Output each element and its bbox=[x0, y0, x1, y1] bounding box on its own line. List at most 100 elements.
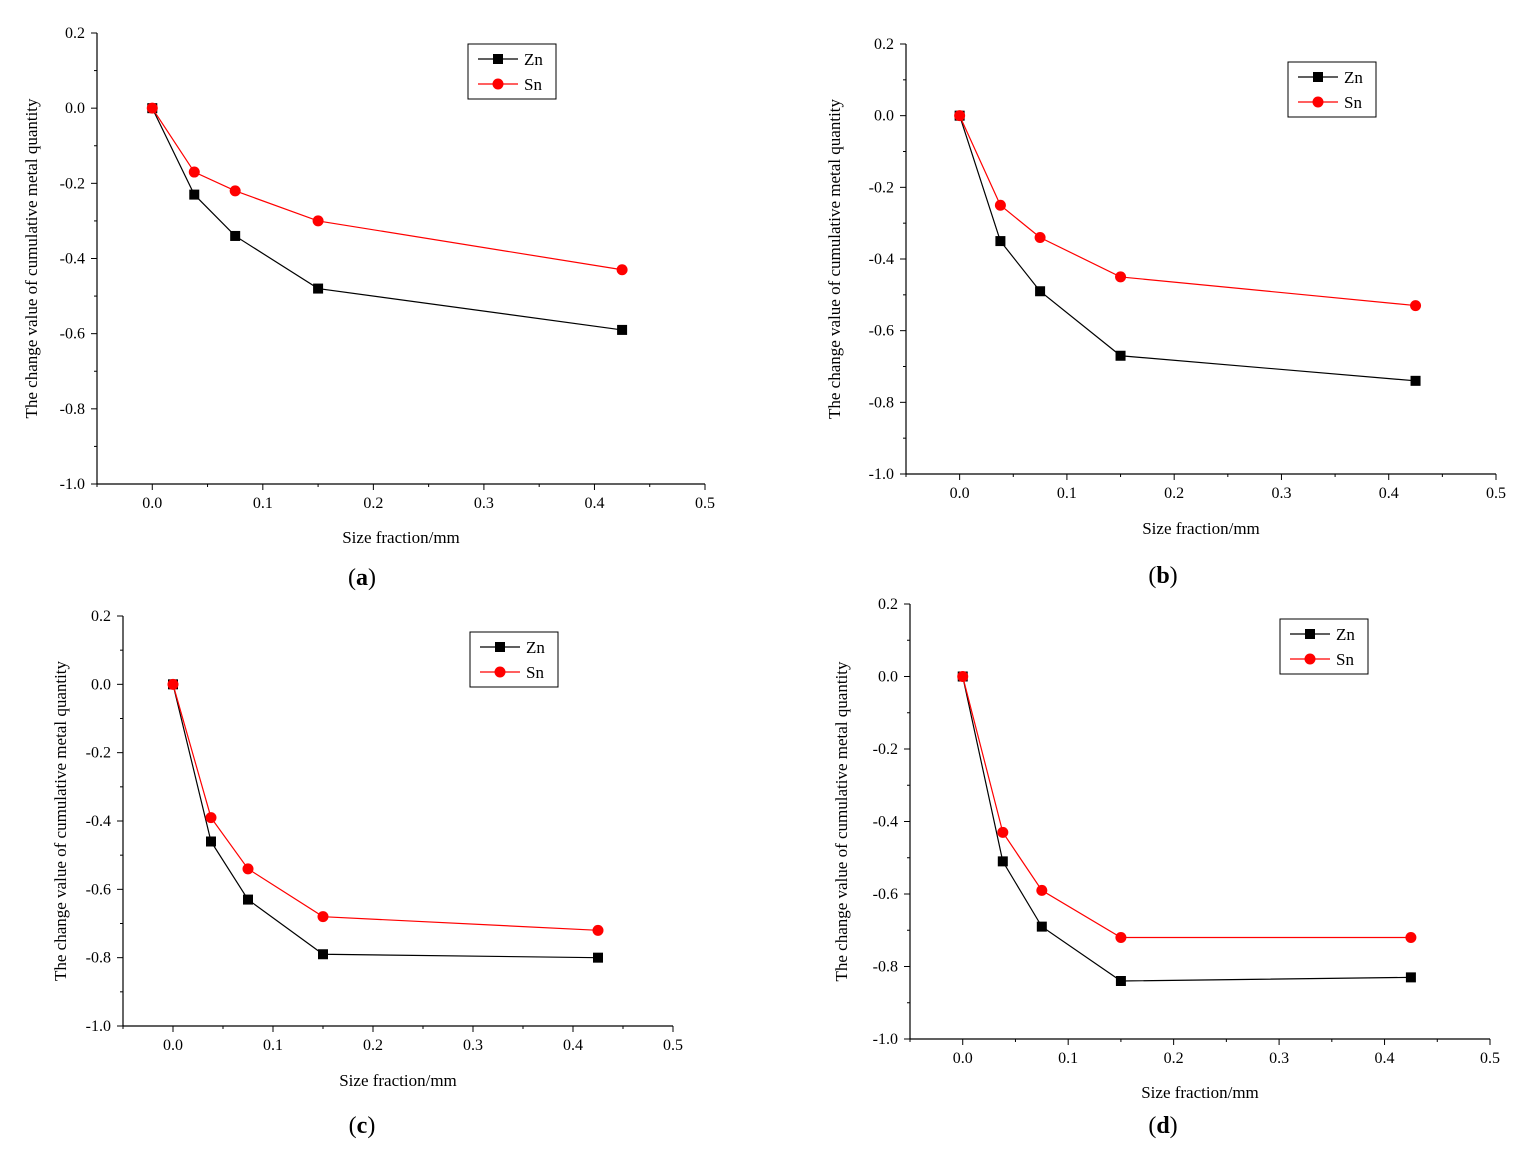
legend-box bbox=[467, 43, 557, 100]
y-tick-label: -0.8 bbox=[869, 394, 894, 411]
legend-label-sn: Sn bbox=[1344, 93, 1362, 112]
x-tick-label: 0.5 bbox=[695, 495, 715, 512]
y-tick-label: -0.2 bbox=[869, 179, 894, 196]
series-line-zn bbox=[959, 115, 1416, 382]
data-point-zn bbox=[997, 856, 1008, 867]
data-point-sn bbox=[146, 102, 158, 114]
y-tick-label: -0.2 bbox=[873, 741, 898, 758]
x-tick-label: 0.4 bbox=[584, 495, 604, 512]
legend: Zn Sn bbox=[467, 43, 557, 100]
legend-marker-sn bbox=[1312, 96, 1324, 108]
x-tick-label: 0.0 bbox=[163, 1037, 183, 1054]
x-tick-label: 0.1 bbox=[1058, 1050, 1078, 1067]
x-axis-label: Size fraction/mm bbox=[339, 1071, 457, 1090]
data-point-zn bbox=[318, 949, 328, 960]
data-point-sn bbox=[1034, 232, 1046, 243]
legend: Zn Sn bbox=[1279, 618, 1369, 675]
legend-label-zn: Zn bbox=[1336, 625, 1355, 644]
data-point-sn bbox=[1036, 884, 1048, 896]
x-tick-label: 0.5 bbox=[663, 1037, 683, 1054]
data-point-zn bbox=[1405, 972, 1416, 983]
x-tick-label: 0.1 bbox=[253, 495, 273, 512]
data-point-zn bbox=[230, 230, 241, 241]
y-tick-label: 0.0 bbox=[91, 676, 111, 693]
y-tick-label: -0.4 bbox=[60, 251, 85, 268]
y-tick-label: 0.0 bbox=[874, 108, 894, 125]
data-point-sn bbox=[592, 924, 604, 936]
y-tick-label: -0.6 bbox=[60, 326, 85, 343]
y-tick-label: -0.6 bbox=[86, 881, 111, 898]
data-point-zn bbox=[243, 894, 253, 905]
series-line-sn bbox=[172, 684, 599, 931]
y-tick-label: 0.2 bbox=[65, 25, 85, 42]
y-tick-label: -1.0 bbox=[86, 1018, 111, 1035]
y-tick-label: -0.4 bbox=[873, 814, 898, 831]
x-tick-label: 0.3 bbox=[1271, 485, 1291, 502]
legend-label-zn: Zn bbox=[1344, 68, 1363, 87]
y-tick-label: -0.4 bbox=[86, 813, 111, 830]
data-point-sn bbox=[997, 826, 1009, 838]
chart-panel-a: -1.0 -0.8 -0.6 -0.4 -0.2 0.0 0.2 0.0 0.1 0.2 0.3 0.… bbox=[22, 25, 715, 591]
legend-label-sn: Sn bbox=[524, 75, 542, 94]
data-point-sn bbox=[1115, 932, 1127, 943]
x-tick-label: 0.2 bbox=[363, 1037, 383, 1054]
x-tick-label: 0.4 bbox=[563, 1037, 583, 1054]
y-tick-label: 0.2 bbox=[91, 608, 111, 625]
legend-marker-zn bbox=[495, 642, 505, 652]
data-point-zn bbox=[593, 952, 603, 963]
legend-box bbox=[1279, 618, 1369, 675]
series-line-zn bbox=[962, 676, 1411, 982]
legend: Zn Sn bbox=[469, 631, 559, 688]
data-point-zn bbox=[1035, 286, 1046, 297]
legend-label-zn: Zn bbox=[526, 638, 545, 657]
legend-box bbox=[469, 631, 559, 688]
panel-caption: (c) bbox=[349, 1113, 376, 1139]
y-tick-label: -0.6 bbox=[873, 886, 898, 903]
x-tick-label: 0.1 bbox=[263, 1037, 283, 1054]
panel-caption: (d) bbox=[1148, 1113, 1177, 1139]
y-tick-label: 0.2 bbox=[878, 596, 898, 613]
y-axis-label: The change value of cumulative metal qua… bbox=[832, 661, 851, 982]
y-tick-label: -0.8 bbox=[873, 959, 898, 976]
data-point-zn bbox=[1115, 976, 1126, 986]
legend-marker-sn bbox=[1304, 653, 1316, 665]
data-point-zn bbox=[617, 324, 628, 335]
legend: Zn Sn bbox=[1287, 61, 1377, 118]
y-tick-label: -1.0 bbox=[60, 476, 85, 493]
data-point-sn bbox=[1115, 271, 1127, 283]
x-tick-label: 0.4 bbox=[1375, 1050, 1395, 1067]
data-point-sn bbox=[229, 185, 241, 197]
y-tick-label: -1.0 bbox=[869, 466, 894, 483]
x-axis-label: Size fraction/mm bbox=[1142, 519, 1260, 538]
y-tick-label: 0.2 bbox=[874, 36, 894, 53]
data-point-zn bbox=[1036, 921, 1047, 932]
data-point-zn bbox=[1115, 350, 1126, 361]
y-tick-label: 0.0 bbox=[878, 669, 898, 686]
legend-box bbox=[1287, 61, 1377, 118]
y-axis-label: The change value of cumulative metal qua… bbox=[51, 660, 70, 981]
x-tick-label: 0.0 bbox=[953, 1050, 973, 1067]
x-tick-label: 0.2 bbox=[1164, 1050, 1184, 1067]
x-tick-label: 0.1 bbox=[1057, 485, 1077, 502]
chart-panel-c: -1.0 -0.8 -0.6 -0.4 -0.2 0.0 0.2 0.0 0.1 0.2 0.3 0.… bbox=[51, 608, 683, 1139]
data-point-sn bbox=[957, 671, 969, 682]
x-tick-label: 0.5 bbox=[1486, 485, 1506, 502]
y-tick-label: -0.4 bbox=[869, 251, 894, 268]
panel-caption: (a) bbox=[348, 565, 376, 591]
legend-label-zn: Zn bbox=[524, 50, 543, 69]
x-tick-label: 0.0 bbox=[950, 485, 970, 502]
data-point-zn bbox=[1410, 375, 1421, 386]
data-point-sn bbox=[205, 812, 217, 824]
data-point-zn bbox=[189, 189, 200, 200]
y-tick-label: -0.8 bbox=[60, 401, 85, 418]
y-axis-label: The change value of cumulative metal qua… bbox=[22, 98, 41, 419]
data-point-sn bbox=[616, 264, 628, 276]
x-axis-label: Size fraction/mm bbox=[1141, 1083, 1259, 1102]
x-tick-label: 0.2 bbox=[363, 495, 383, 512]
series-line-sn bbox=[959, 115, 1416, 307]
data-point-sn bbox=[242, 863, 254, 875]
y-tick-label: -0.2 bbox=[60, 175, 85, 192]
data-point-sn bbox=[317, 911, 329, 923]
